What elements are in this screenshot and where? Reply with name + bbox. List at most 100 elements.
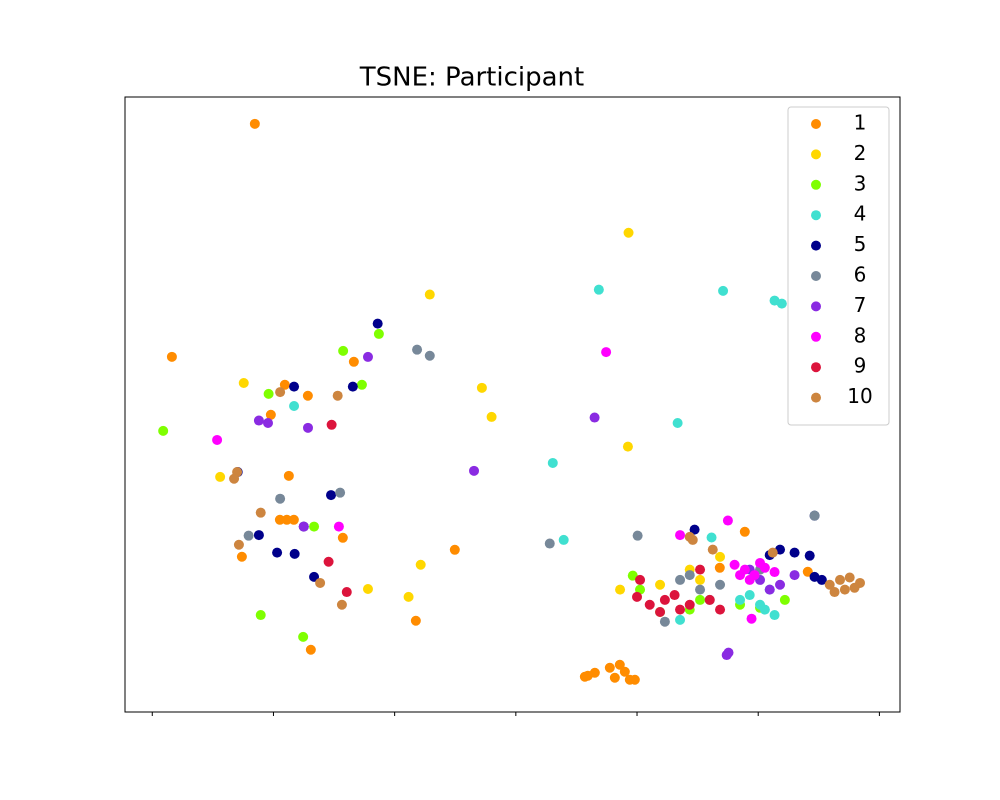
scatter-point bbox=[236, 551, 247, 562]
scatter-point bbox=[302, 422, 313, 433]
scatter-point bbox=[695, 594, 706, 605]
scatter-point bbox=[767, 547, 778, 558]
scatter-point bbox=[449, 544, 460, 555]
scatter-point bbox=[249, 118, 260, 129]
scatter-point bbox=[849, 582, 860, 593]
scatter-point bbox=[706, 532, 717, 543]
legend-marker bbox=[811, 119, 821, 129]
legend-marker bbox=[811, 240, 821, 251]
scatter-point bbox=[333, 521, 344, 532]
scatter-point bbox=[558, 534, 569, 545]
chart-title: TSNE: Participant bbox=[359, 63, 584, 93]
scatter-point bbox=[362, 351, 373, 362]
scatter-point bbox=[233, 539, 244, 550]
scatter-point bbox=[315, 577, 326, 588]
scatter-point bbox=[695, 564, 706, 575]
scatter-point bbox=[669, 590, 680, 601]
scatter-point bbox=[356, 379, 367, 390]
legend: 1 2 3 4 5 6 7 8 9 10 bbox=[787, 106, 890, 426]
legend-label: 4 bbox=[854, 202, 867, 226]
scatter-point bbox=[348, 356, 359, 367]
legend-box bbox=[787, 106, 890, 426]
scatter-point bbox=[272, 547, 283, 558]
scatter-point bbox=[263, 417, 274, 428]
legend-label: 5 bbox=[854, 232, 867, 256]
scatter-point bbox=[373, 328, 384, 339]
scatter-point bbox=[275, 387, 286, 398]
scatter-point bbox=[739, 526, 750, 537]
scatter-point bbox=[623, 227, 634, 238]
legend-label: 9 bbox=[854, 354, 867, 378]
scatter-point bbox=[644, 599, 655, 610]
scatter-point bbox=[659, 594, 670, 605]
scatter-point bbox=[735, 594, 746, 605]
legend-label: 1 bbox=[854, 111, 867, 135]
scatter-point bbox=[229, 473, 240, 484]
scatter-point bbox=[655, 579, 666, 590]
scatter-point bbox=[684, 599, 695, 610]
scatter-point bbox=[789, 547, 800, 558]
scatter-point bbox=[337, 532, 348, 543]
scatter-point bbox=[476, 382, 487, 393]
scatter-point bbox=[744, 574, 755, 585]
scatter-point bbox=[166, 351, 177, 362]
scatter-point bbox=[412, 344, 423, 355]
scatter-point bbox=[844, 572, 855, 583]
scatter-point bbox=[332, 390, 343, 401]
scatter-point bbox=[243, 530, 254, 541]
scatter-point bbox=[718, 285, 729, 296]
scatter-point bbox=[655, 607, 666, 618]
scatter-point bbox=[775, 579, 786, 590]
scatter-point bbox=[824, 579, 835, 590]
scatter-point bbox=[326, 419, 337, 430]
scatter-point bbox=[263, 388, 274, 399]
scatter-point bbox=[415, 559, 426, 570]
legend-marker bbox=[811, 271, 821, 281]
scatter-point bbox=[835, 574, 846, 585]
scatter-point bbox=[746, 613, 757, 624]
scatter-point bbox=[816, 574, 827, 585]
scatter-point bbox=[635, 574, 646, 585]
scatter-point bbox=[722, 515, 733, 526]
scatter-point bbox=[410, 615, 421, 626]
scatter-point bbox=[238, 377, 249, 388]
scatter-point bbox=[627, 570, 638, 581]
scatter-point bbox=[723, 647, 734, 658]
scatter-point bbox=[302, 390, 313, 401]
scatter-point bbox=[729, 559, 740, 570]
plot-points bbox=[158, 118, 866, 685]
scatter-point bbox=[424, 289, 435, 300]
scatter-point bbox=[336, 599, 347, 610]
scatter-point bbox=[403, 591, 414, 602]
scatter-point bbox=[253, 415, 264, 426]
scatter-point bbox=[695, 574, 706, 585]
scatter-point bbox=[253, 530, 264, 541]
scatter-point bbox=[789, 570, 800, 581]
scatter-point bbox=[362, 584, 373, 594]
legend-marker bbox=[811, 149, 821, 160]
scatter-point bbox=[469, 465, 480, 476]
legend-marker bbox=[811, 331, 821, 342]
scatter-point bbox=[619, 666, 630, 677]
scatter-point bbox=[675, 530, 686, 541]
scatter-point bbox=[544, 538, 555, 549]
scatter-point bbox=[804, 550, 815, 561]
scatter-point bbox=[632, 591, 643, 602]
scatter-point bbox=[582, 670, 593, 681]
scatter-point bbox=[684, 570, 695, 581]
scatter-point bbox=[769, 610, 780, 621]
scatter-point bbox=[601, 347, 612, 358]
scatter-point bbox=[687, 534, 698, 545]
scatter-point bbox=[614, 659, 625, 670]
legend-label: 10 bbox=[847, 384, 872, 408]
scatter-point bbox=[629, 674, 640, 685]
scatter-point bbox=[298, 521, 309, 532]
scatter-point bbox=[615, 584, 626, 595]
scatter-point bbox=[283, 470, 294, 481]
legend-label: 7 bbox=[854, 293, 867, 317]
scatter-point bbox=[274, 514, 285, 525]
scatter-point bbox=[309, 571, 320, 582]
scatter-point bbox=[715, 579, 726, 590]
scatter-point bbox=[776, 298, 787, 309]
